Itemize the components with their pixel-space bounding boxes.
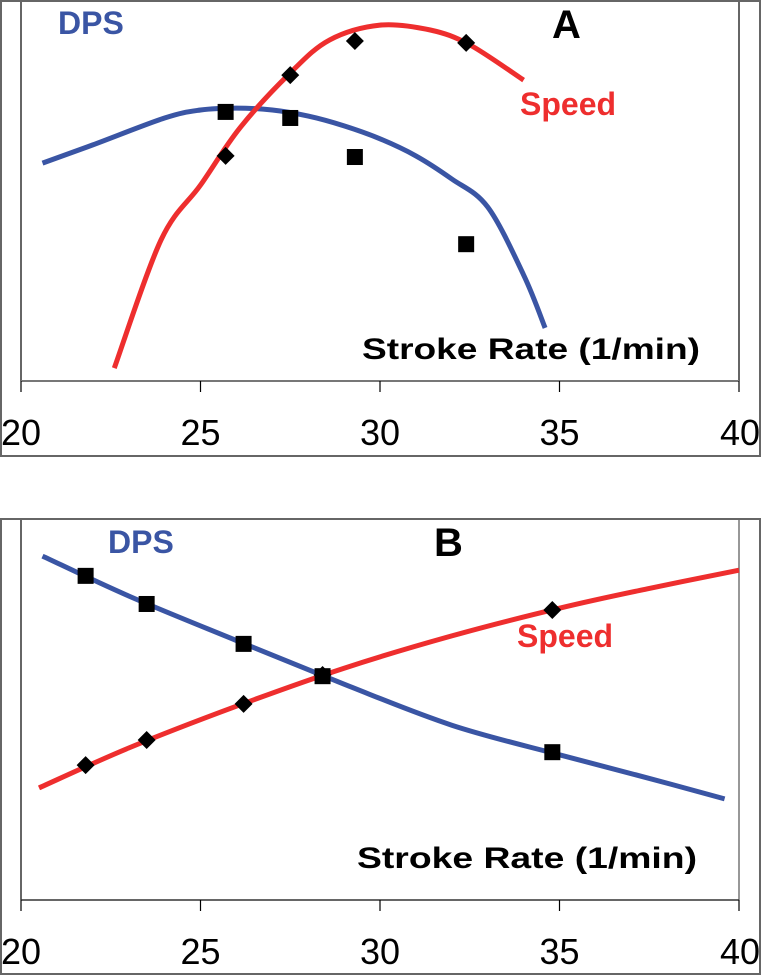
- chart-a-x-tick-label: 20: [1, 412, 41, 453]
- chart-a-speed-point: [281, 66, 300, 85]
- chart-b-panel-label: B: [434, 521, 463, 565]
- chart-a-dps-point: [217, 103, 234, 120]
- chart-a-speed-curve: [111, 22, 525, 369]
- chart-b-dps-point: [235, 635, 252, 652]
- chart-a-dps-point: [282, 109, 299, 126]
- chart-a-dps-label: DPS: [58, 5, 124, 41]
- chart-a: 20 25 30 35 40 DPS A Speed Stroke Rate (1/mi…: [0, 0, 761, 457]
- chart-b: 20 25 30 35 40 DPS B Speed Stroke Rate (1/mi…: [0, 518, 761, 975]
- chart-b-speed-label: Speed: [517, 618, 613, 654]
- chart-a-markers: [216, 32, 476, 253]
- chart-b-dps-point: [544, 744, 561, 761]
- chart-a-speed-point: [216, 146, 235, 165]
- chart-a-speed-point: [345, 32, 364, 51]
- chart-b-markers: [76, 567, 562, 775]
- chart-a-dps-point: [346, 149, 363, 166]
- chart-b-x-tick-label: 25: [180, 931, 220, 972]
- chart-a-panel-label: A: [552, 3, 581, 47]
- chart-b-x-ticks: [20, 900, 740, 911]
- chart-a-dps-curve: [41, 105, 548, 329]
- chart-b-x-tick-label: 40: [720, 931, 760, 972]
- chart-a-x-tick-label: 35: [539, 412, 579, 453]
- chart-a-x-tick-label: 30: [360, 412, 400, 453]
- chart-b-x-tick-label: 30: [360, 931, 400, 972]
- chart-a-x-tick-labels: 20 25 30 35 40: [1, 412, 760, 453]
- chart-b-x-tick-label: 20: [1, 931, 41, 972]
- chart-b-speed-point: [76, 756, 95, 775]
- chart-a-dps-point: [458, 236, 475, 253]
- chart-b-speed-point: [137, 731, 156, 750]
- chart-b-speed-point: [234, 694, 253, 713]
- chart-b-speed-point: [313, 666, 332, 685]
- chart-a-x-tick-label: 40: [720, 412, 760, 453]
- chart-a-x-ticks: [20, 381, 740, 392]
- chart-b-x-tick-labels: 20 25 30 35 40: [1, 931, 760, 972]
- chart-b-x-tick-label: 35: [539, 931, 579, 972]
- chart-a-x-tick-label: 25: [180, 412, 220, 453]
- chart-b-speed-point: [543, 601, 562, 620]
- chart-b-dps-label: DPS: [108, 524, 174, 560]
- chart-a-x-axis-title: Stroke Rate (1/min): [362, 333, 700, 366]
- chart-b-x-axis-title: Stroke Rate (1/min): [357, 842, 697, 875]
- chart-b-dps-point: [138, 595, 155, 612]
- chart-a-speed-label: Speed: [520, 86, 616, 122]
- chart-b-dps-point: [77, 567, 94, 584]
- chart-a-speed-point: [457, 33, 476, 52]
- chart-a-curves: [41, 22, 548, 369]
